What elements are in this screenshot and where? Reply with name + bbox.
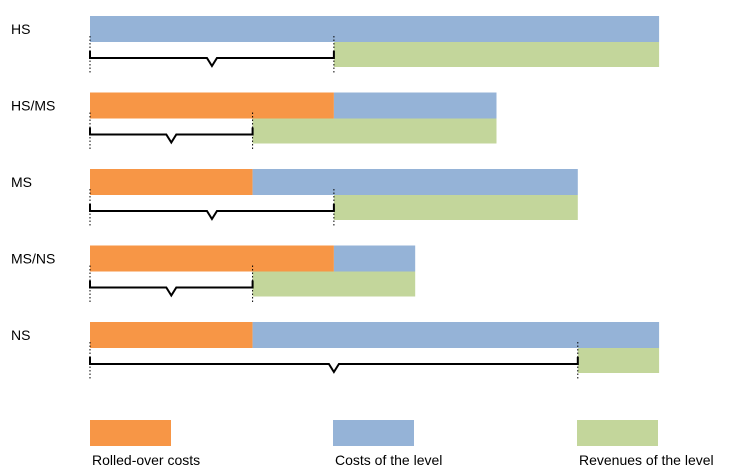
revenues-bar xyxy=(577,348,660,373)
rolled-over-bar xyxy=(90,245,334,272)
costs-bar xyxy=(333,245,416,272)
brace xyxy=(89,357,579,374)
legend-swatch xyxy=(577,420,658,446)
revenues-bar xyxy=(252,271,416,297)
level-label: NS xyxy=(11,327,30,343)
costs-bar xyxy=(252,169,578,195)
legend-swatch xyxy=(333,420,414,446)
costs-bar xyxy=(90,16,660,42)
level-row-ms: MS xyxy=(11,169,578,227)
level-label: HS/MS xyxy=(11,98,55,114)
legend-label: Revenues of the level xyxy=(579,452,714,467)
level-row-ns: NS xyxy=(11,322,660,380)
legend-item-costs: Costs of the level xyxy=(333,420,442,467)
brace xyxy=(89,204,335,221)
revenues-bar xyxy=(252,118,497,144)
legend-swatch xyxy=(90,420,171,446)
level-row-hs-ms: HS/MS xyxy=(11,92,497,151)
legend-label: Rolled-over costs xyxy=(92,452,200,467)
level-row-ms-ns: MS/NS xyxy=(11,245,416,304)
brace xyxy=(89,127,254,145)
legend-label: Costs of the level xyxy=(335,452,442,467)
costs-bar xyxy=(252,322,660,348)
legend-item-rolled-over: Rolled-over costs xyxy=(90,420,200,467)
brace xyxy=(89,51,335,68)
legend-item-revenues: Revenues of the level xyxy=(577,420,714,467)
revenues-bar xyxy=(333,195,578,220)
level-label: MS/NS xyxy=(11,251,55,267)
rolled-over-bar xyxy=(90,322,253,348)
legend: Rolled-over costs Costs of the level Reven… xyxy=(90,420,714,467)
level-row-hs: HS xyxy=(11,16,660,74)
brace xyxy=(89,280,254,298)
revenues-bar xyxy=(333,42,660,67)
rolled-over-bar xyxy=(90,92,334,119)
costs-bar xyxy=(333,92,497,119)
rolled-over-bar xyxy=(90,169,253,195)
level-label: MS xyxy=(11,174,32,190)
level-label: HS xyxy=(11,21,30,37)
level-rows: HS HS/MS MS MS/NS NS xyxy=(11,16,660,380)
